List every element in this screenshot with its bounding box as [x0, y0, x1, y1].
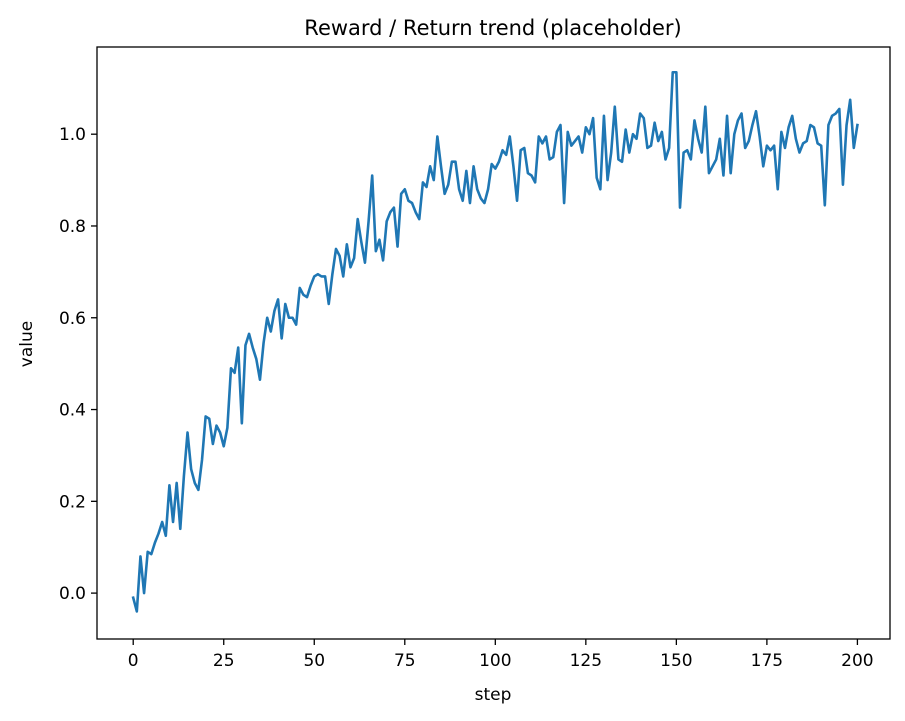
- axes-frame: [96, 46, 891, 640]
- x-tick-label: 75: [394, 651, 416, 671]
- y-axis: 0.0 0.2 0.4 0.6 0.8 1.0: [59, 125, 97, 604]
- y-tick-label: 1.0: [59, 125, 86, 145]
- y-tick-label: 0.2: [59, 492, 86, 512]
- series-line: [131, 70, 859, 613]
- y-tick-label: 0.4: [59, 401, 86, 421]
- x-tick-label: 0: [128, 651, 139, 671]
- x-tick-label: 100: [479, 651, 511, 671]
- x-tick-label: 150: [660, 651, 692, 671]
- y-tick-label: 0.8: [59, 217, 86, 237]
- x-axis: 0 25 50 75 100 125 150 175 200: [128, 639, 874, 671]
- y-tick-label: 0.0: [59, 584, 86, 604]
- x-axis-label: step: [475, 685, 512, 705]
- x-tick-label: 125: [570, 651, 602, 671]
- plot-area: [131, 70, 859, 613]
- x-tick-label: 50: [303, 651, 325, 671]
- chart-title: Reward / Return trend (placeholder): [304, 16, 681, 40]
- x-tick-label: 175: [751, 651, 783, 671]
- x-tick-label: 25: [213, 651, 235, 671]
- y-tick-label: 0.6: [59, 309, 86, 329]
- x-tick-label: 200: [841, 651, 873, 671]
- y-axis-label: value: [17, 321, 37, 367]
